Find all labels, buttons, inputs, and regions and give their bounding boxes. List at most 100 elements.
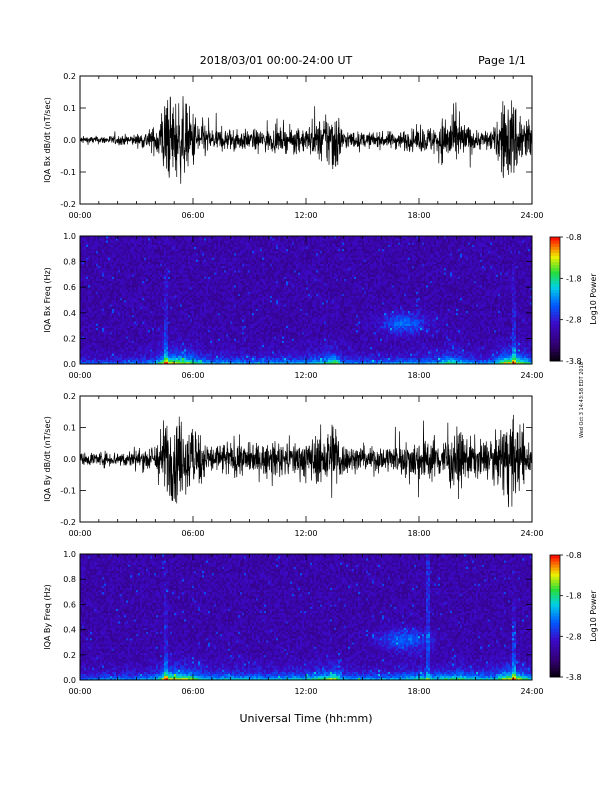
- heatmap-cell: [228, 342, 231, 346]
- heatmap-cell: [220, 291, 223, 294]
- heatmap-cell: [232, 306, 235, 309]
- heatmap-cell: [190, 259, 193, 262]
- heatmap-cell: [220, 297, 223, 301]
- heatmap-cell: [202, 353, 205, 356]
- heatmap-cell: [98, 280, 101, 284]
- heatmap-cell: [128, 351, 131, 354]
- heatmap-cell: [184, 289, 187, 292]
- heatmap-cell: [108, 257, 111, 260]
- heatmap-cell: [100, 310, 103, 314]
- heatmap-cell: [198, 355, 201, 358]
- heatmap-cell: [152, 282, 155, 286]
- heatmap-cell: [116, 321, 119, 324]
- heatmap-cell: [110, 242, 113, 245]
- heatmap-cell: [142, 336, 145, 339]
- heatmap-cell: [164, 317, 167, 320]
- heatmap-cell: [144, 312, 147, 316]
- heatmap-cell: [118, 297, 121, 301]
- heatmap-cell: [142, 308, 145, 311]
- heatmap-cell: [110, 338, 113, 341]
- heatmap-cell: [88, 272, 91, 275]
- heatmap-cell: [106, 344, 109, 348]
- heatmap-cell: [194, 287, 197, 290]
- heatmap-cell: [168, 244, 171, 247]
- heatmap-cell: [86, 250, 89, 254]
- heatmap-cell: [192, 276, 195, 279]
- heatmap-cell: [98, 285, 101, 288]
- heatmap-cell: [132, 357, 135, 361]
- heatmap-cell: [184, 351, 187, 354]
- heatmap-cell: [112, 270, 115, 273]
- heatmap-cell: [110, 325, 113, 329]
- heatmap-cell: [170, 261, 173, 265]
- heatmap-cell: [216, 336, 219, 339]
- heatmap-cell: [240, 280, 243, 284]
- heatmap-cell: [198, 295, 201, 299]
- heatmap-cell: [80, 329, 83, 333]
- heatmap-cell: [220, 268, 223, 271]
- heatmap-cell: [230, 321, 233, 324]
- heatmap-cell: [212, 346, 215, 350]
- heatmap-cell: [96, 329, 99, 333]
- heatmap-cell: [212, 310, 215, 314]
- heatmap-cell: [232, 334, 235, 337]
- heatmap-cell: [156, 342, 159, 346]
- heatmap-cell: [90, 319, 93, 322]
- heatmap-cell: [216, 306, 219, 309]
- heatmap-cell: [118, 268, 121, 271]
- heatmap-cell: [196, 295, 199, 299]
- heatmap-cell: [80, 312, 83, 316]
- heatmap-cell: [152, 332, 155, 335]
- heatmap-cell: [114, 302, 117, 305]
- heatmap-cell: [222, 321, 225, 324]
- heatmap-cell: [210, 308, 213, 311]
- heatmap-cell: [108, 334, 111, 337]
- heatmap-cell: [100, 325, 103, 329]
- heatmap-cell: [148, 293, 151, 297]
- heatmap-cell: [118, 289, 121, 292]
- heatmap-cell: [116, 270, 119, 273]
- heatmap-cell: [98, 351, 101, 354]
- heatmap-cell: [188, 334, 191, 337]
- heatmap-cell: [80, 244, 83, 247]
- heatmap-cell: [214, 310, 217, 314]
- heatmap-cell: [128, 344, 131, 348]
- heatmap-cell: [168, 325, 171, 329]
- heatmap-cell: [224, 250, 227, 254]
- heatmap-cell: [138, 280, 141, 284]
- heatmap-cell: [126, 285, 129, 288]
- heatmap-cell: [118, 332, 121, 335]
- heatmap-cell: [172, 255, 175, 258]
- heatmap-cell: [94, 329, 97, 333]
- heatmap-cell: [150, 238, 153, 241]
- heatmap-cell: [176, 272, 179, 275]
- heatmap-cell: [224, 278, 227, 282]
- heatmap-cell: [164, 308, 167, 311]
- heatmap-cell: [92, 306, 95, 309]
- heatmap-cell: [156, 304, 159, 307]
- heatmap-cell: [104, 302, 107, 305]
- heatmap-cell: [160, 336, 163, 339]
- heatmap-cell: [114, 355, 117, 358]
- heatmap-cell: [182, 253, 185, 256]
- heatmap-cell: [122, 359, 125, 363]
- heatmap-cell: [102, 238, 105, 241]
- heatmap-cell: [236, 344, 239, 348]
- heatmap-cell: [92, 285, 95, 288]
- heatmap-cell: [186, 317, 189, 320]
- heatmap-cell: [178, 344, 181, 348]
- heatmap-cell: [188, 327, 191, 331]
- heatmap-cell: [186, 236, 189, 239]
- heatmap-cell: [158, 265, 161, 269]
- heatmap-cell: [238, 285, 241, 288]
- heatmap-cell: [222, 338, 225, 341]
- heatmap-cell: [150, 276, 153, 279]
- heatmap-cell: [160, 265, 163, 269]
- heatmap-cell: [104, 250, 107, 254]
- heatmap-cell: [156, 323, 159, 326]
- heatmap-cell: [152, 278, 155, 282]
- heatmap-cell: [192, 310, 195, 314]
- heatmap-cell: [146, 265, 149, 269]
- heatmap-cell: [140, 338, 143, 341]
- heatmap-cell: [144, 291, 147, 294]
